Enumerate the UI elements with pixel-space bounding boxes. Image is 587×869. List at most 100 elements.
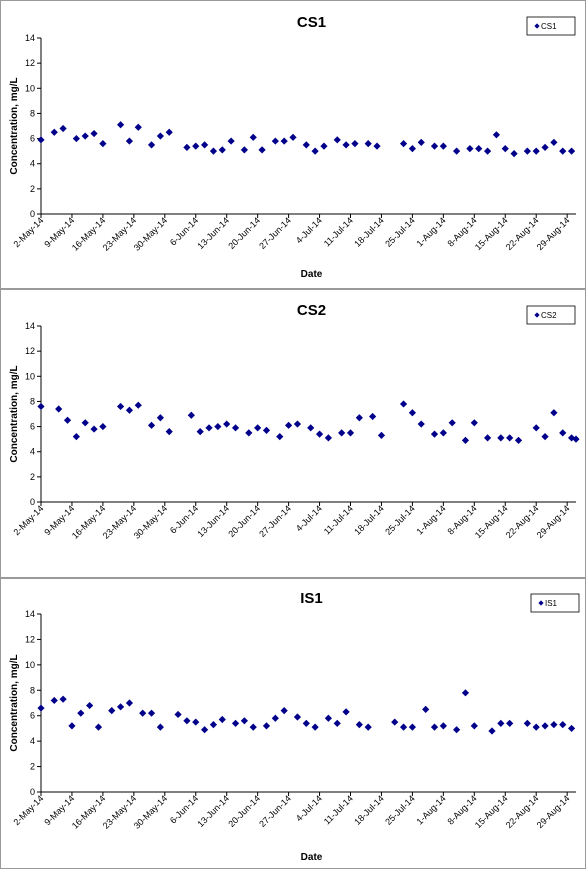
- legend-box: [526, 305, 576, 325]
- data-point: [134, 401, 142, 409]
- data-point: [399, 400, 408, 408]
- data-point: [510, 150, 518, 158]
- data-point: [125, 137, 134, 145]
- x-tick-label: 18-Jul-14: [352, 215, 386, 249]
- y-tick-label: 6: [30, 134, 35, 144]
- x-tick-label: 11-Jul-14: [322, 793, 355, 826]
- data-point: [439, 429, 447, 437]
- data-point: [147, 141, 156, 149]
- data-point: [245, 429, 253, 437]
- data-point: [280, 707, 288, 715]
- data-point: [209, 147, 218, 155]
- data-point: [333, 136, 341, 144]
- y-tick-label: 10: [25, 660, 35, 670]
- data-point: [223, 420, 231, 428]
- data-point: [475, 145, 483, 153]
- data-point: [81, 132, 89, 140]
- data-point: [567, 147, 576, 155]
- data-point: [271, 714, 279, 722]
- data-point: [50, 128, 58, 136]
- data-point: [156, 132, 164, 140]
- data-point: [254, 424, 262, 432]
- data-point: [497, 719, 505, 727]
- data-point: [550, 138, 558, 146]
- y-tick-label: 8: [30, 108, 35, 118]
- y-tick-label: 4: [30, 447, 35, 457]
- x-tick-label: 4-Jul-14: [294, 503, 324, 533]
- chart-title-cs2: CS2: [297, 302, 326, 319]
- data-point: [262, 722, 271, 730]
- data-point: [391, 718, 399, 726]
- data-point: [346, 429, 355, 437]
- data-point: [320, 142, 328, 150]
- data-point: [86, 701, 94, 710]
- data-point: [559, 147, 567, 155]
- data-point: [276, 433, 284, 441]
- data-point: [342, 708, 350, 716]
- data-point: [209, 721, 218, 729]
- chart-cs2: CS2024681012142-May-149-May-1416-May-142…: [9, 302, 580, 541]
- x-tick-label: 20-Jun-14: [226, 503, 262, 539]
- data-point: [302, 141, 310, 149]
- data-point: [453, 726, 461, 734]
- data-point: [249, 723, 257, 731]
- chart-title-is1: IS1: [300, 590, 323, 607]
- data-point: [355, 721, 363, 729]
- y-axis-label: Concentration, mg/L: [9, 654, 20, 751]
- data-point: [116, 703, 125, 711]
- data-point: [183, 717, 191, 725]
- data-point: [205, 424, 213, 432]
- data-point: [37, 704, 45, 712]
- y-tick-label: 14: [25, 609, 35, 619]
- data-point: [311, 723, 319, 731]
- data-point: [483, 147, 492, 155]
- x-tick-label: 1-Aug-14: [415, 215, 448, 248]
- data-point: [192, 718, 200, 726]
- y-tick-label: 0: [30, 497, 35, 507]
- data-point: [200, 726, 209, 734]
- chart-is1: IS1024681012142-May-149-May-1416-May-142…: [9, 590, 580, 863]
- data-point: [134, 123, 142, 131]
- data-point: [156, 414, 164, 422]
- data-point: [72, 433, 80, 441]
- y-tick-label: 4: [30, 736, 35, 746]
- data-point: [408, 409, 417, 417]
- data-point: [364, 723, 372, 731]
- data-point: [417, 420, 425, 428]
- data-point: [37, 136, 45, 144]
- x-tick-label: 25-Jul-14: [383, 215, 417, 249]
- data-point: [422, 705, 430, 713]
- data-point: [448, 419, 456, 427]
- y-axis-label: Concentration, mg/L: [9, 365, 20, 462]
- x-tick-label: 20-Jun-14: [226, 793, 262, 829]
- legend-marker: [534, 312, 540, 318]
- data-point: [262, 426, 271, 434]
- legend-label: CS2: [541, 311, 557, 320]
- data-point: [430, 142, 439, 150]
- x-tick-label: 18-Jul-14: [352, 503, 386, 537]
- data-point: [218, 146, 226, 154]
- data-point: [77, 709, 85, 717]
- data-point: [231, 424, 240, 432]
- data-point: [90, 129, 98, 138]
- x-tick-label: 27-Jun-14: [257, 503, 293, 539]
- x-tick-label: 13-Jun-14: [195, 503, 231, 539]
- x-tick-label: 4-Jul-14: [294, 215, 324, 245]
- data-point: [453, 147, 461, 155]
- data-point: [59, 124, 67, 133]
- data-point: [156, 723, 164, 731]
- data-point: [187, 411, 195, 419]
- data-point: [355, 414, 363, 422]
- y-tick-label: 14: [25, 33, 35, 43]
- x-tick-label: 13-Jun-14: [195, 793, 231, 829]
- x-tick-label: 27-Jun-14: [257, 215, 293, 251]
- data-point: [218, 715, 226, 724]
- data-point: [342, 141, 350, 149]
- data-point: [214, 422, 222, 431]
- data-point: [116, 402, 125, 411]
- data-point: [315, 430, 324, 438]
- data-point: [293, 420, 302, 428]
- x-tick-label: 29-Aug-14: [535, 793, 572, 830]
- data-point: [373, 142, 381, 150]
- x-tick-label: 1-Aug-14: [415, 503, 448, 536]
